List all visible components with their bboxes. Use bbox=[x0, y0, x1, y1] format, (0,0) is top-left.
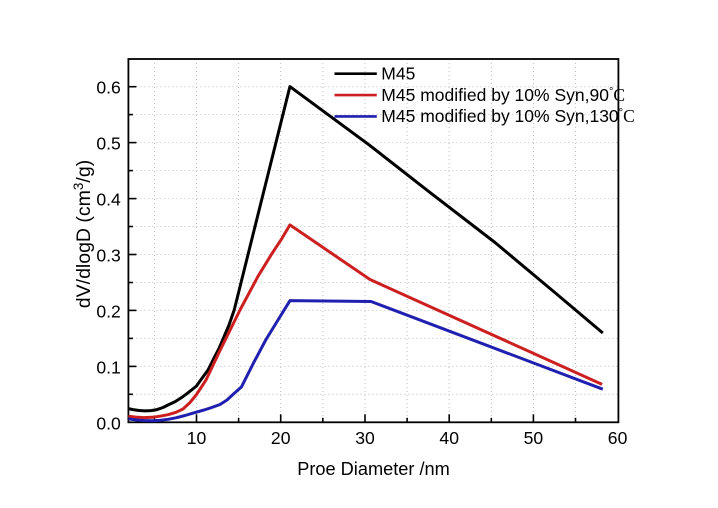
svg-text:M45 modified by 10% Syn,90°C: M45 modified by 10% Syn,90°C bbox=[381, 85, 625, 105]
svg-text:0.1: 0.1 bbox=[96, 357, 120, 377]
svg-text:20: 20 bbox=[271, 428, 291, 448]
svg-text:60: 60 bbox=[608, 428, 628, 448]
svg-text:0.4: 0.4 bbox=[96, 190, 121, 210]
svg-text:0.0: 0.0 bbox=[96, 413, 121, 433]
svg-text:Proe Diameter /nm: Proe Diameter /nm bbox=[297, 459, 450, 479]
svg-text:10: 10 bbox=[187, 428, 207, 448]
svg-text:40: 40 bbox=[439, 428, 459, 448]
svg-text:dV/dlogD (cm3/g): dV/dlogD (cm3/g) bbox=[71, 160, 95, 308]
svg-text:50: 50 bbox=[524, 428, 544, 448]
svg-text:M45: M45 bbox=[381, 64, 415, 84]
svg-text:30: 30 bbox=[355, 428, 375, 448]
svg-text:0.6: 0.6 bbox=[96, 78, 121, 98]
svg-text:0.2: 0.2 bbox=[96, 301, 120, 321]
svg-text:M45 modified by 10% Syn,130°C: M45 modified by 10% Syn,130°C bbox=[381, 106, 634, 126]
svg-text:0.5: 0.5 bbox=[96, 134, 121, 154]
svg-text:0.3: 0.3 bbox=[96, 246, 121, 266]
